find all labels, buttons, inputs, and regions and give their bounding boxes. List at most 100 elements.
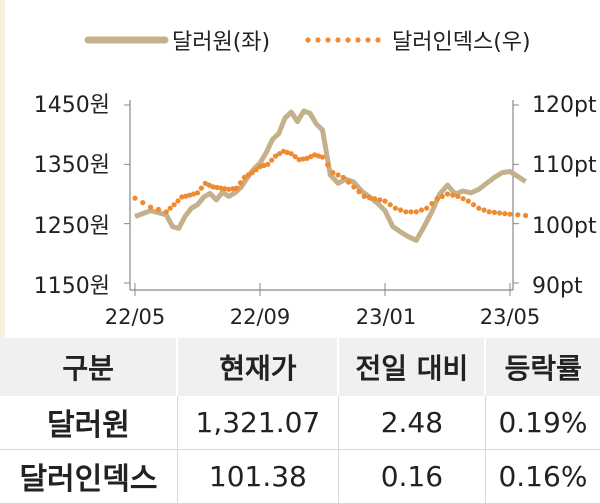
dollar-index-point — [316, 153, 322, 159]
dollar-index-point — [206, 182, 212, 188]
dollar-index-point — [319, 154, 326, 160]
x-tick-label: 23/05 — [480, 305, 541, 329]
dollar-index-point — [507, 211, 513, 217]
dollar-index-point — [198, 185, 204, 191]
change-cell: 2.48 — [338, 396, 486, 450]
row-label: 달러인덱스 — [0, 449, 178, 504]
dollar-index-point — [361, 193, 367, 199]
dollar-index-point — [163, 209, 169, 215]
dollar-index-point — [183, 193, 189, 199]
column-header: 구분 — [0, 338, 179, 396]
dollar-index-point — [377, 197, 383, 203]
dollar-index-point — [273, 153, 279, 159]
dollar-index-point — [269, 157, 275, 163]
change-cell: 0.16 — [338, 449, 486, 504]
column-header: 현재가 — [177, 338, 340, 396]
dollar-index-point — [155, 206, 161, 212]
dollar-index-point — [222, 186, 228, 192]
dollar-index-point — [175, 198, 181, 204]
dollar-index-point — [284, 149, 290, 156]
y-right-tick-label: 90pt — [532, 274, 583, 299]
change-rate-cell: 0.19% — [485, 396, 600, 450]
fx-summary-table: 구분 현재가 전일 대비 등락률 달러원 1,321.07 2.48 0.19%… — [0, 338, 600, 504]
y-right-tick-label: 120pt — [532, 93, 597, 118]
dollar-index-point — [398, 207, 404, 213]
dollar-index-point — [372, 196, 378, 202]
table-row: 달러인덱스 101.38 0.16 0.16% — [0, 449, 600, 504]
x-tick-label: 22/09 — [230, 305, 291, 329]
dollar-index-point — [382, 198, 388, 204]
dollar-index-point — [140, 200, 146, 206]
dollar-index-point — [392, 205, 398, 211]
axes — [124, 100, 519, 296]
dollar-index-point — [470, 202, 477, 208]
dollar-index-point — [261, 162, 267, 169]
plot-area — [132, 108, 529, 243]
exchange-rate-chart: 달러원(좌) 달러인덱스(우) 1450원 1350원 1250원 1150원 … — [34, 30, 597, 329]
change-rate-cell: 0.16% — [485, 449, 600, 504]
dollar-index-point — [148, 204, 154, 210]
current-price-cell: 101.38 — [177, 449, 339, 504]
legend-dot — [335, 37, 341, 43]
dollar-index-point — [491, 209, 497, 215]
dollar-index-point — [351, 184, 357, 190]
dollar-index-point — [249, 170, 255, 176]
dollar-index-point — [280, 148, 286, 154]
dollar-index-point — [312, 152, 318, 158]
table-row: 달러원 1,321.07 2.48 0.19% — [0, 396, 600, 450]
y-right-tick-label: 100pt — [532, 214, 597, 239]
dollar-index-point — [292, 154, 298, 160]
dollar-index-point — [418, 207, 425, 213]
y-left-tick-label: 1250원 — [34, 214, 110, 239]
row-label: 달러원 — [0, 396, 178, 450]
dollar-index-point — [179, 194, 185, 200]
dollar-index-point — [429, 200, 435, 207]
dollar-index-point — [210, 184, 216, 190]
dollar-index-point — [424, 205, 430, 211]
dollar-index-point — [304, 155, 310, 161]
dollar-index-point — [356, 189, 362, 195]
x-tick-label: 23/01 — [356, 305, 417, 329]
dollar-index-point — [230, 186, 236, 192]
dollar-index-point — [132, 195, 138, 201]
y-left-tick-label: 1350원 — [34, 153, 110, 178]
dollar-index-point — [455, 193, 461, 199]
table-header-row: 구분 현재가 전일 대비 등락률 — [0, 338, 600, 396]
legend-dot — [365, 37, 371, 43]
dollar-index-point — [413, 209, 419, 215]
y-left-tick-label: 1150원 — [34, 274, 110, 299]
column-header: 전일 대비 — [338, 338, 487, 396]
dollar-index-point — [218, 185, 224, 191]
current-price-cell: 1,321.07 — [177, 396, 339, 450]
dollar-index-point — [450, 192, 456, 198]
dollar-index-point — [476, 205, 482, 211]
column-header: 등락률 — [485, 338, 600, 396]
dollar-index-point — [515, 212, 521, 218]
dollar-index-point — [345, 179, 352, 185]
dollar-index-point — [335, 172, 341, 178]
legend-swatch-dotted — [305, 37, 381, 43]
dollar-index-point — [194, 190, 201, 196]
dollar-index-point — [481, 207, 487, 213]
dollar-index-point — [253, 167, 259, 173]
dollar-index-point — [366, 195, 372, 201]
legend-dot — [315, 37, 321, 43]
dollar-index-point — [340, 174, 346, 180]
dollar-index-point — [387, 202, 393, 208]
series-line-usdkrw — [134, 108, 527, 243]
dollar-index-point — [308, 154, 314, 160]
dollar-index-point — [257, 164, 263, 170]
x-tick-label: 22/05 — [105, 305, 166, 329]
dollar-index-point — [497, 210, 503, 216]
dollar-index-point — [300, 156, 306, 162]
dollar-index-point — [486, 209, 492, 215]
legend-label-series-1: 달러원(좌) — [172, 30, 270, 55]
legend-dot — [325, 37, 331, 43]
dollar-index-point — [265, 161, 271, 167]
dollar-index-point — [460, 196, 466, 202]
dollar-index-point — [171, 202, 177, 208]
dollar-index-point — [237, 180, 244, 186]
legend-dot — [345, 37, 351, 43]
dollar-index-point — [202, 180, 208, 186]
legend: 달러원(좌) 달러인덱스(우) — [84, 30, 531, 55]
